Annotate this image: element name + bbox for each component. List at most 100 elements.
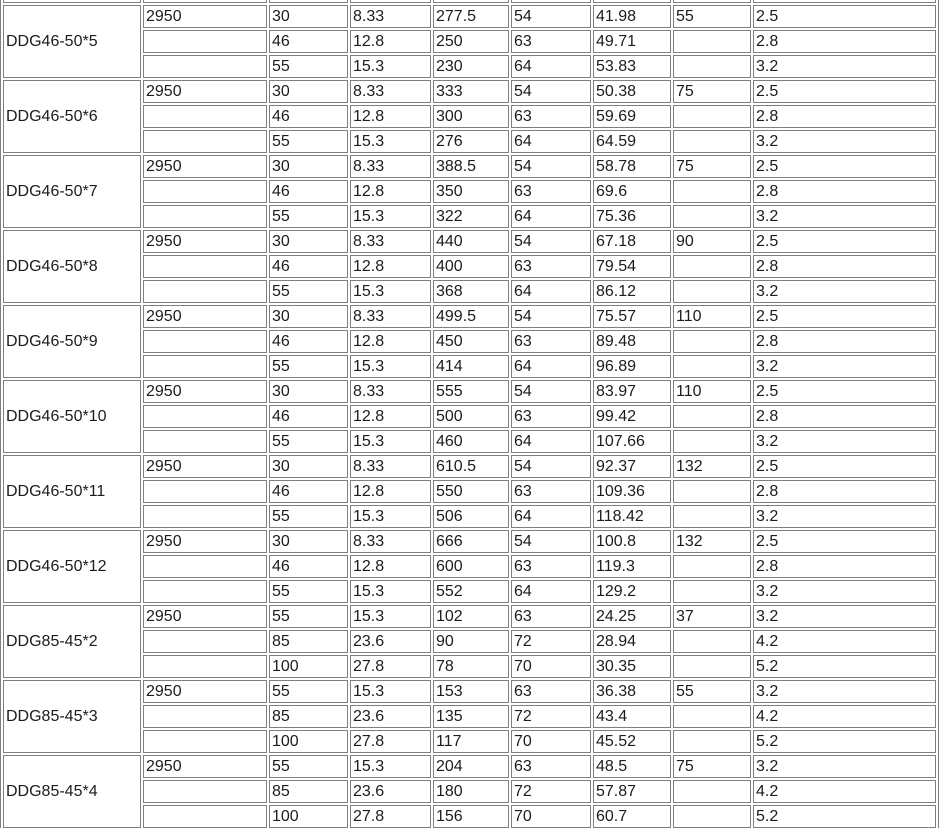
head-cell: 250 [433,30,509,53]
npsh-cell: 3.2 [753,355,936,378]
empty-cell [433,0,509,3]
flow-m3h-cell: 55 [269,755,348,778]
table-row: 46 12.8 300 63 59.69 2.8 [3,105,936,128]
motor-power-empty-cell [673,780,751,803]
speed-cell [143,280,267,303]
flow-ls-cell: 27.8 [350,805,431,828]
model-cell: DDG85-45*2 [3,605,141,678]
flow-m3h-cell: 55 [269,430,348,453]
flow-m3h-cell: 85 [269,705,348,728]
npsh-cell: 2.5 [753,5,936,28]
speed-cell: 2950 [143,530,267,553]
motor-power-empty-cell [673,255,751,278]
flow-ls-cell: 23.6 [350,705,431,728]
efficiency-cell: 70 [511,730,591,753]
flow-ls-cell: 12.8 [350,30,431,53]
efficiency-cell: 64 [511,505,591,528]
flow-m3h-cell: 55 [269,280,348,303]
flow-m3h-cell: 30 [269,530,348,553]
head-cell: 666 [433,530,509,553]
shaft-power-cell: 109.36 [593,480,671,503]
flow-ls-cell: 12.8 [350,555,431,578]
efficiency-cell: 63 [511,330,591,353]
shaft-power-cell: 50.38 [593,80,671,103]
shaft-power-cell: 119.3 [593,555,671,578]
shaft-power-cell: 41.98 [593,5,671,28]
efficiency-cell: 63 [511,255,591,278]
motor-power-empty-cell [673,730,751,753]
shaft-power-cell: 45.52 [593,730,671,753]
efficiency-cell: 64 [511,55,591,78]
flow-m3h-cell: 55 [269,680,348,703]
motor-power-empty-cell [673,30,751,53]
flow-m3h-cell: 46 [269,405,348,428]
speed-cell [143,355,267,378]
npsh-cell: 2.5 [753,155,936,178]
speed-cell [143,205,267,228]
efficiency-cell: 54 [511,530,591,553]
head-cell: 506 [433,505,509,528]
empty-cell [673,0,751,3]
flow-ls-cell: 23.6 [350,780,431,803]
efficiency-cell: 63 [511,30,591,53]
shaft-power-cell: 67.18 [593,230,671,253]
model-cell: DDG46-50*5 [3,5,141,78]
flow-ls-cell: 15.3 [350,355,431,378]
flow-ls-cell: 15.3 [350,280,431,303]
flow-m3h-cell: 30 [269,305,348,328]
flow-m3h-cell: 100 [269,730,348,753]
npsh-cell: 3.2 [753,605,936,628]
speed-cell: 2950 [143,230,267,253]
table-row: 55 15.3 552 64 129.2 3.2 [3,580,936,603]
efficiency-cell: 63 [511,180,591,203]
motor-power-empty-cell [673,505,751,528]
flow-ls-cell: 8.33 [350,455,431,478]
motor-power-empty-cell [673,480,751,503]
table-row: DDG85-45*4 2950 55 15.3 204 63 48.5 75 3.2 [3,755,936,828]
cropped-partial-row [3,0,936,3]
speed-cell [143,405,267,428]
motor-power-cell: 132 [673,455,751,478]
head-cell: 204 [433,755,509,778]
shaft-power-cell: 92.37 [593,455,671,478]
npsh-cell: 2.8 [753,105,936,128]
table-row: DDG46-50*11 2950 30 8.33 610.5 54 92.37 132 2.5 [3,455,936,528]
model-cell: DDG46-50*8 [3,230,141,303]
flow-m3h-cell: 46 [269,180,348,203]
head-cell: 414 [433,355,509,378]
shaft-power-cell: 69.6 [593,180,671,203]
head-cell: 300 [433,105,509,128]
npsh-cell: 2.8 [753,405,936,428]
table-row: DDG46-50*8 2950 30 8.33 440 54 67.18 90 2.5 [3,230,936,303]
table-row: 55 15.3 322 64 75.36 3.2 [3,205,936,228]
head-cell: 499.5 [433,305,509,328]
table-row: DDG46-50*12 2950 30 8.33 666 54 100.8 132 2.5 [3,530,936,603]
head-cell: 276 [433,130,509,153]
flow-ls-cell: 12.8 [350,405,431,428]
shaft-power-cell: 59.69 [593,105,671,128]
head-cell: 277.5 [433,5,509,28]
motor-power-empty-cell [673,655,751,678]
speed-cell [143,30,267,53]
motor-power-empty-cell [673,205,751,228]
npsh-cell: 2.5 [753,80,936,103]
motor-power-empty-cell [673,430,751,453]
flow-m3h-cell: 100 [269,655,348,678]
speed-cell: 2950 [143,5,267,28]
motor-power-cell: 90 [673,230,751,253]
head-cell: 90 [433,630,509,653]
flow-ls-cell: 12.8 [350,255,431,278]
flow-m3h-cell: 30 [269,155,348,178]
efficiency-cell: 64 [511,355,591,378]
npsh-cell: 2.5 [753,305,936,328]
npsh-cell: 2.8 [753,255,936,278]
flow-m3h-cell: 30 [269,80,348,103]
npsh-cell: 2.5 [753,530,936,553]
shaft-power-cell: 89.48 [593,330,671,353]
flow-ls-cell: 8.33 [350,305,431,328]
flow-ls-cell: 12.8 [350,105,431,128]
flow-ls-cell: 8.33 [350,5,431,28]
speed-cell: 2950 [143,380,267,403]
flow-m3h-cell: 30 [269,380,348,403]
